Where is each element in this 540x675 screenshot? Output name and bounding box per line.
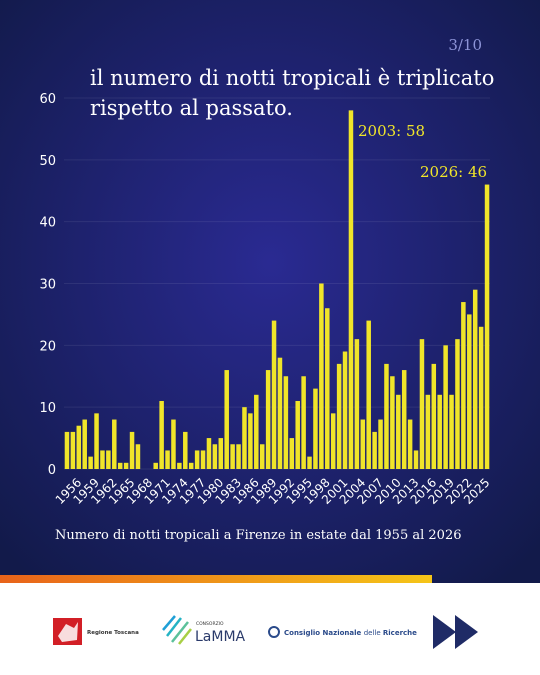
bar	[248, 413, 253, 469]
bar	[171, 419, 176, 469]
bar	[194, 450, 200, 469]
bar	[330, 413, 336, 469]
stripe	[0, 575, 432, 583]
background	[0, 0, 540, 583]
bar	[230, 444, 235, 469]
bar	[106, 450, 111, 469]
y-tick-label: 10	[39, 401, 56, 416]
bar	[478, 326, 484, 469]
bar	[265, 370, 271, 469]
y-tick-label: 20	[39, 339, 56, 354]
bar	[224, 370, 229, 469]
bar	[206, 438, 212, 469]
logo-text: CONSORZIO	[196, 621, 224, 627]
bar	[259, 444, 265, 469]
bar	[88, 456, 93, 469]
bar	[313, 388, 318, 469]
bar	[123, 462, 129, 469]
bar	[165, 450, 170, 469]
bar	[183, 431, 188, 469]
bar	[117, 462, 123, 469]
logo-text: Regione Toscana	[87, 630, 139, 636]
bar	[242, 407, 247, 469]
page-number: 3/10	[448, 36, 482, 54]
bar	[467, 314, 472, 469]
y-tick-label: 50	[39, 154, 56, 169]
bar	[307, 456, 312, 469]
chart-title: il numero di notti tropicali è triplicat…	[90, 66, 494, 90]
bar	[461, 302, 466, 469]
bar	[271, 320, 277, 469]
logo-text: Ricerche	[383, 629, 417, 637]
bar	[159, 400, 164, 469]
annotation: 2003: 58	[358, 122, 425, 140]
caption: Numero di notti tropicali a Firenze in e…	[55, 528, 462, 543]
bar	[354, 339, 360, 469]
bar	[407, 419, 413, 469]
bar	[112, 419, 117, 469]
bar	[64, 431, 70, 469]
bar	[236, 444, 241, 469]
bar	[301, 376, 306, 469]
bar	[289, 438, 295, 469]
bar	[153, 462, 158, 469]
bar	[419, 339, 425, 469]
bar	[372, 431, 377, 469]
y-tick-label: 40	[39, 216, 56, 231]
logo-text: delle	[364, 629, 383, 637]
bar	[94, 413, 99, 469]
bar	[254, 394, 259, 469]
bar	[283, 376, 289, 469]
bar	[390, 376, 395, 469]
bar	[325, 308, 330, 469]
bar	[384, 363, 389, 469]
bar	[82, 419, 87, 469]
bar	[218, 438, 224, 469]
y-tick-label: 0	[48, 463, 56, 478]
bar	[188, 462, 194, 469]
footer: Regione Toscana CONSORZIO LaMMA Consigli…	[53, 615, 478, 649]
chart-title: rispetto al passato.	[90, 96, 293, 120]
logo-icon	[268, 626, 280, 638]
annotation: 2026: 46	[420, 163, 487, 181]
bar	[366, 320, 371, 469]
bar	[319, 283, 324, 469]
bar	[342, 351, 348, 469]
bar	[177, 462, 182, 469]
bar	[212, 444, 218, 469]
bar	[295, 400, 300, 469]
bar	[484, 184, 490, 470]
bar	[449, 394, 454, 469]
next-button[interactable]	[433, 615, 478, 649]
logo-text: LaMMA	[195, 629, 246, 645]
bar	[425, 394, 431, 469]
logo-text: Consiglio Nazionale delle Ricerche	[284, 629, 417, 637]
bar	[431, 363, 437, 469]
bar	[277, 357, 283, 469]
bar	[443, 345, 448, 469]
bar	[401, 370, 407, 469]
bar	[348, 110, 354, 469]
bar	[129, 431, 135, 469]
logo-icon	[58, 622, 78, 642]
bar	[472, 289, 478, 469]
bar	[70, 431, 76, 469]
bar	[336, 363, 342, 469]
bar	[396, 394, 401, 469]
bar	[437, 394, 442, 469]
bar	[100, 450, 105, 469]
logo-icon	[162, 615, 192, 645]
y-tick-label: 30	[39, 278, 56, 293]
bar	[455, 339, 460, 469]
bar	[76, 425, 82, 469]
y-tick-label: 60	[39, 92, 56, 107]
bar	[135, 444, 141, 469]
bar	[378, 419, 383, 469]
bar	[200, 450, 206, 469]
bar	[413, 450, 419, 469]
bar	[360, 419, 366, 469]
logo-text: Consiglio Nazionale	[284, 629, 364, 637]
